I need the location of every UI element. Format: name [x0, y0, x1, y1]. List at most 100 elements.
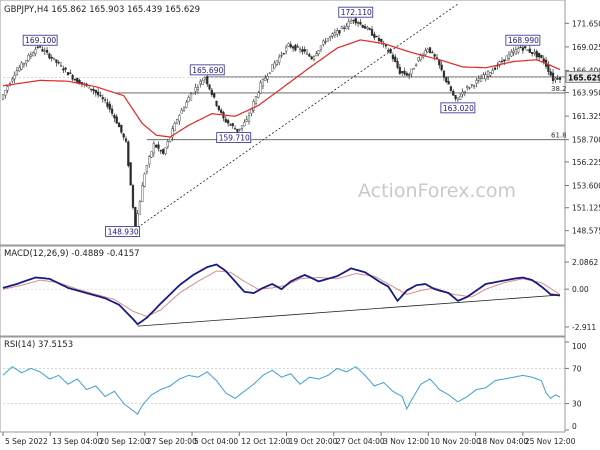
candle-body [71, 74, 74, 80]
candle-body [45, 49, 49, 53]
candle-body [69, 72, 72, 74]
candle-body [164, 147, 167, 154]
candle-body [1, 94, 5, 100]
candle-body [32, 52, 35, 57]
candle-body [526, 49, 529, 52]
candle-body [440, 64, 443, 71]
time-tick-label: 5 Sep 2022 [5, 437, 48, 446]
candle-body [87, 85, 90, 89]
candle-body [542, 58, 545, 62]
time-tick-label: 13 Sep 04:00 [52, 437, 102, 446]
candle-body [150, 151, 153, 158]
candle-body [196, 87, 200, 90]
candle-body [519, 46, 522, 49]
fib-level-label: 61.8 [551, 132, 567, 140]
candle-body [245, 119, 248, 122]
candle-body [287, 43, 290, 47]
candle-body [208, 84, 211, 90]
candle-body [412, 68, 415, 70]
candle-body [271, 64, 274, 72]
candle-body [482, 74, 485, 79]
time-tick-label: 19 Oct 20:00 [289, 437, 338, 446]
candle-body [556, 78, 559, 80]
candle-body [117, 122, 121, 128]
candle-body [180, 109, 183, 114]
last-price-label: 165.629 [568, 73, 600, 82]
candle-body [120, 124, 123, 133]
rsi-tick-label: 100 [572, 342, 587, 351]
candle-body [354, 18, 357, 24]
candle-body [259, 82, 262, 94]
candle-body [326, 38, 330, 42]
candle-body [182, 107, 186, 111]
candle-body [157, 144, 160, 149]
candle-body [106, 102, 109, 107]
candle-body [138, 201, 142, 215]
candle-body [491, 70, 494, 74]
candle-body [322, 40, 325, 45]
candle-body [366, 26, 369, 29]
candle-body [185, 101, 188, 108]
candle-body [531, 52, 534, 54]
candle-body [275, 60, 278, 65]
candle-body [18, 67, 21, 72]
price-callout-box [22, 34, 58, 46]
price-tick-label: 163.950 [572, 89, 600, 98]
candle-body [498, 61, 501, 66]
candle-body [233, 128, 237, 130]
candle-body [340, 26, 343, 30]
price-tick-label: 169.025 [572, 43, 600, 52]
candle-body [4, 90, 7, 96]
candle-body [15, 70, 19, 76]
candle-body [57, 62, 60, 64]
candle-body [34, 49, 37, 54]
candle-body [127, 141, 130, 166]
price-callout-label: 148.930 [108, 227, 139, 236]
candle-body [391, 54, 394, 60]
candle-body [247, 115, 251, 122]
candle-body [479, 78, 483, 82]
candle-body [512, 50, 515, 53]
price-header: GBPJPY,H4 165.862 165.903 165.439 165.62… [4, 5, 200, 15]
candle-body [301, 49, 304, 52]
candle-body [507, 53, 511, 59]
candle-body [52, 57, 56, 60]
candle-body [403, 70, 406, 75]
candle-body [294, 44, 297, 51]
candle-body [76, 77, 79, 83]
candle-body [231, 123, 234, 127]
time-tick-label: 27 Oct 04:00 [336, 437, 385, 446]
candle-body [454, 95, 457, 100]
candle-body [370, 29, 374, 36]
candle-body [415, 64, 418, 66]
price-tick-label: 158.700 [572, 136, 600, 145]
candle-body [266, 76, 269, 80]
candle-body [331, 33, 334, 37]
candle-body [315, 53, 318, 56]
time-tick-label: 25 Nov 12:00 [525, 437, 576, 446]
candle-body [356, 22, 360, 24]
candle-body [175, 119, 179, 124]
price-callout-box [105, 226, 141, 237]
candle-body [110, 108, 114, 114]
candle-body [162, 149, 165, 154]
candle-body [466, 86, 469, 88]
candle-body [25, 60, 28, 64]
candle-body [363, 26, 367, 29]
candle-body [452, 90, 455, 96]
rsi-panel-frame [0, 336, 566, 433]
price-callout-box [189, 64, 225, 76]
price-callout-label: 168.990 [508, 36, 539, 45]
candle-body [227, 120, 230, 124]
candle-body [131, 185, 135, 208]
price-callout-label: 172.110 [341, 8, 372, 17]
candle-body [62, 68, 65, 71]
candle-body [152, 142, 155, 154]
candle-body [350, 20, 353, 24]
candle-body [145, 165, 148, 173]
moving-average-line [2, 39, 561, 138]
candle-body [285, 46, 288, 52]
candle-body [319, 45, 323, 50]
candle-body [424, 50, 427, 55]
